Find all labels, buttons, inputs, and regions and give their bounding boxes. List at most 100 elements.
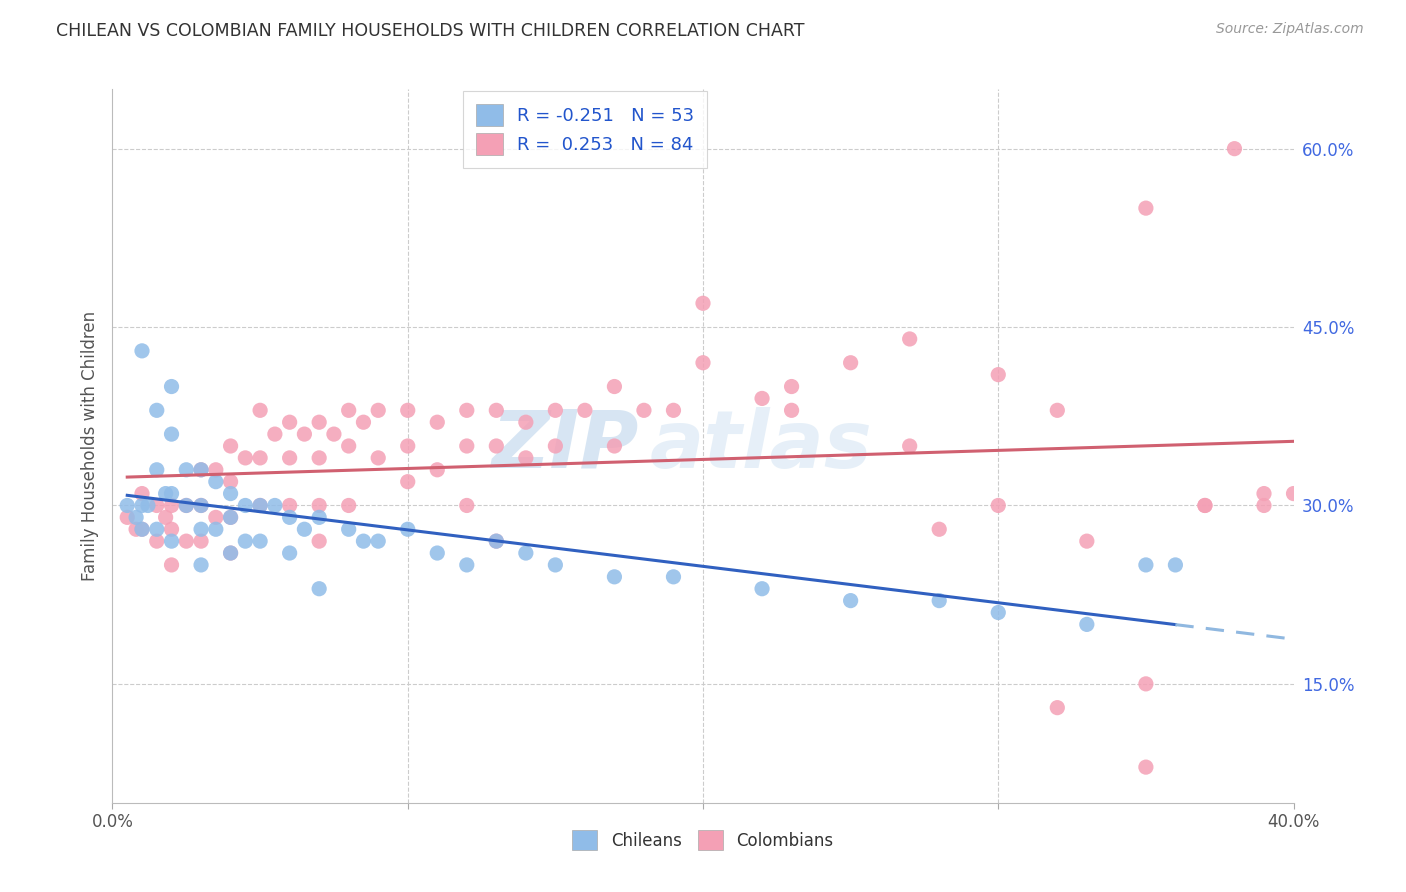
Point	[1135, 201, 1157, 215]
Point	[337, 499, 360, 513]
Point	[367, 450, 389, 465]
Point	[249, 403, 271, 417]
Point	[1223, 142, 1246, 156]
Point	[396, 522, 419, 536]
Point	[928, 593, 950, 607]
Point	[190, 463, 212, 477]
Point	[205, 475, 228, 489]
Point	[485, 403, 508, 417]
Point	[1135, 760, 1157, 774]
Point	[352, 534, 374, 549]
Point	[1076, 534, 1098, 549]
Point	[131, 522, 153, 536]
Point	[205, 463, 228, 477]
Point	[125, 510, 148, 524]
Point	[264, 499, 287, 513]
Point	[1135, 558, 1157, 572]
Point	[278, 499, 301, 513]
Point	[174, 499, 197, 513]
Point	[155, 510, 177, 524]
Point	[219, 510, 242, 524]
Point	[219, 486, 242, 500]
Text: Source: ZipAtlas.com: Source: ZipAtlas.com	[1216, 22, 1364, 37]
Y-axis label: Family Households with Children: Family Households with Children	[80, 311, 98, 581]
Point	[426, 415, 449, 429]
Point	[751, 582, 773, 596]
Point	[233, 499, 256, 513]
Point	[1253, 486, 1275, 500]
Point	[308, 534, 330, 549]
Point	[278, 510, 301, 524]
Point	[633, 403, 655, 417]
Point	[396, 475, 419, 489]
Point	[839, 593, 862, 607]
Legend: Chileans, Colombians: Chileans, Colombians	[564, 822, 842, 859]
Point	[367, 403, 389, 417]
Point	[131, 343, 153, 358]
Point	[249, 450, 271, 465]
Point	[544, 439, 567, 453]
Point	[515, 450, 537, 465]
Point	[1282, 486, 1305, 500]
Point	[117, 510, 138, 524]
Point	[308, 499, 330, 513]
Point	[174, 463, 197, 477]
Point	[292, 427, 315, 442]
Point	[426, 546, 449, 560]
Point	[190, 499, 212, 513]
Point	[249, 499, 271, 513]
Point	[205, 522, 228, 536]
Point	[898, 332, 921, 346]
Point	[337, 403, 360, 417]
Point	[160, 558, 183, 572]
Point	[190, 499, 212, 513]
Point	[308, 450, 330, 465]
Point	[456, 558, 478, 572]
Point	[160, 522, 183, 536]
Point	[160, 534, 183, 549]
Point	[544, 558, 567, 572]
Point	[174, 499, 197, 513]
Point	[136, 499, 159, 513]
Point	[1164, 558, 1187, 572]
Point	[131, 486, 153, 500]
Point	[456, 439, 478, 453]
Point	[308, 415, 330, 429]
Point	[219, 439, 242, 453]
Point	[574, 403, 596, 417]
Point	[1046, 403, 1069, 417]
Point	[603, 439, 626, 453]
Point	[249, 534, 271, 549]
Point	[1076, 617, 1098, 632]
Point	[1194, 499, 1216, 513]
Point	[174, 534, 197, 549]
Point	[1253, 499, 1275, 513]
Point	[146, 534, 169, 549]
Point	[233, 534, 256, 549]
Point	[205, 510, 228, 524]
Point	[544, 403, 567, 417]
Point	[1046, 700, 1069, 714]
Point	[278, 450, 301, 465]
Point	[396, 403, 419, 417]
Point	[485, 534, 508, 549]
Point	[603, 570, 626, 584]
Point	[160, 499, 183, 513]
Point	[308, 582, 330, 596]
Point	[308, 510, 330, 524]
Point	[426, 463, 449, 477]
Point	[352, 415, 374, 429]
Point	[396, 439, 419, 453]
Point	[603, 379, 626, 393]
Point	[485, 439, 508, 453]
Point	[146, 463, 169, 477]
Point	[1135, 677, 1157, 691]
Point	[692, 356, 714, 370]
Point	[515, 415, 537, 429]
Point	[323, 427, 346, 442]
Point	[278, 415, 301, 429]
Point	[233, 450, 256, 465]
Point	[987, 606, 1010, 620]
Point	[278, 546, 301, 560]
Point	[131, 522, 153, 536]
